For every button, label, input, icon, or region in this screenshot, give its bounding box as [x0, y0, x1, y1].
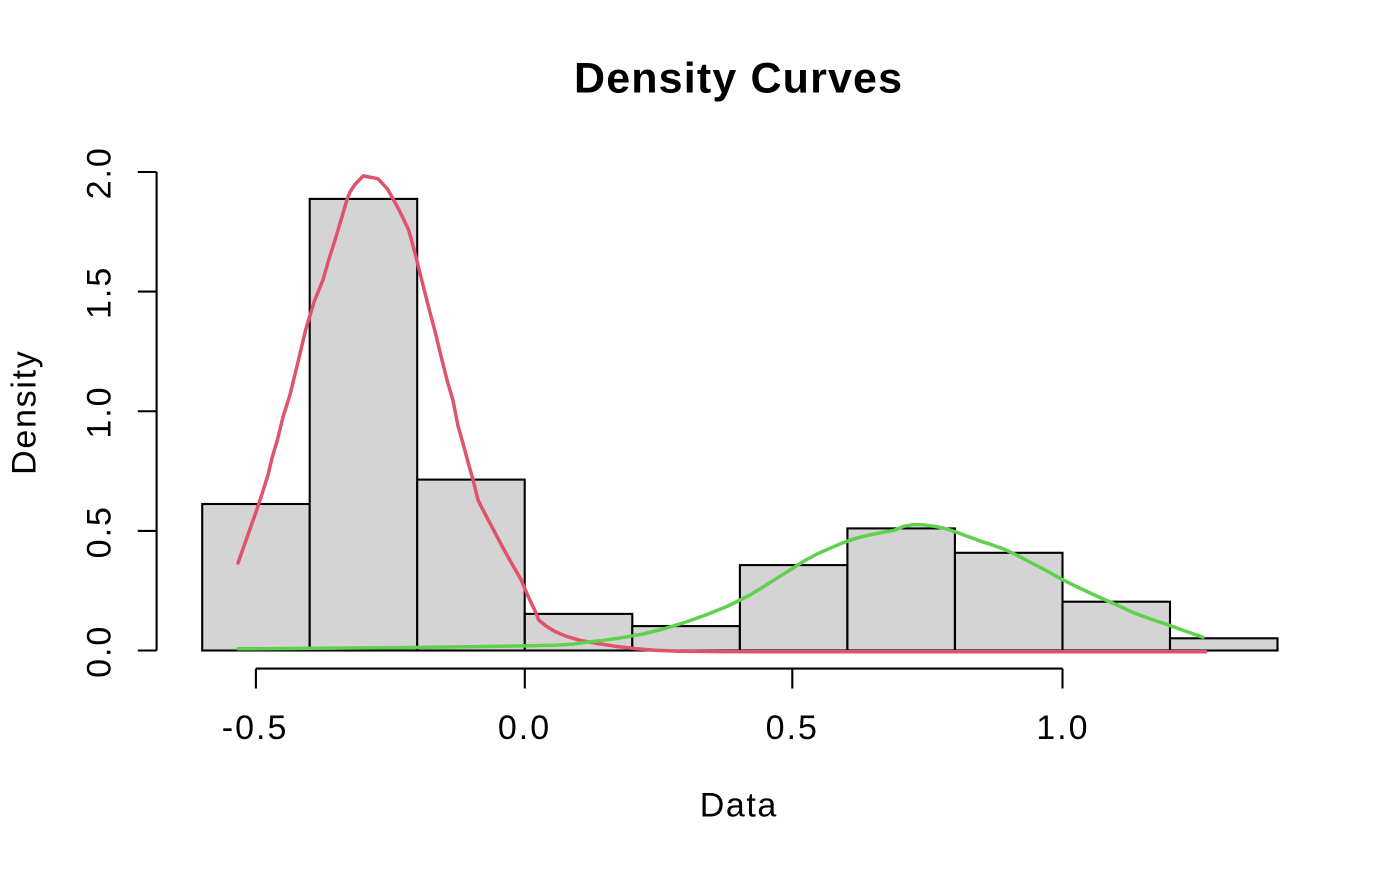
svg-text:2.0: 2.0 [81, 146, 119, 199]
svg-text:Density: Density [6, 350, 44, 475]
svg-text:Data: Data [700, 786, 778, 824]
svg-text:1.0: 1.0 [1036, 709, 1089, 747]
svg-text:0.5: 0.5 [766, 709, 819, 747]
svg-text:0.5: 0.5 [81, 505, 119, 558]
svg-text:1.5: 1.5 [81, 266, 119, 319]
svg-text:0.0: 0.0 [81, 625, 119, 678]
svg-text:-0.5: -0.5 [222, 709, 289, 747]
svg-text:1.0: 1.0 [81, 385, 119, 438]
svg-text:0.0: 0.0 [498, 709, 551, 747]
svg-text:Density Curves: Density Curves [574, 55, 903, 103]
